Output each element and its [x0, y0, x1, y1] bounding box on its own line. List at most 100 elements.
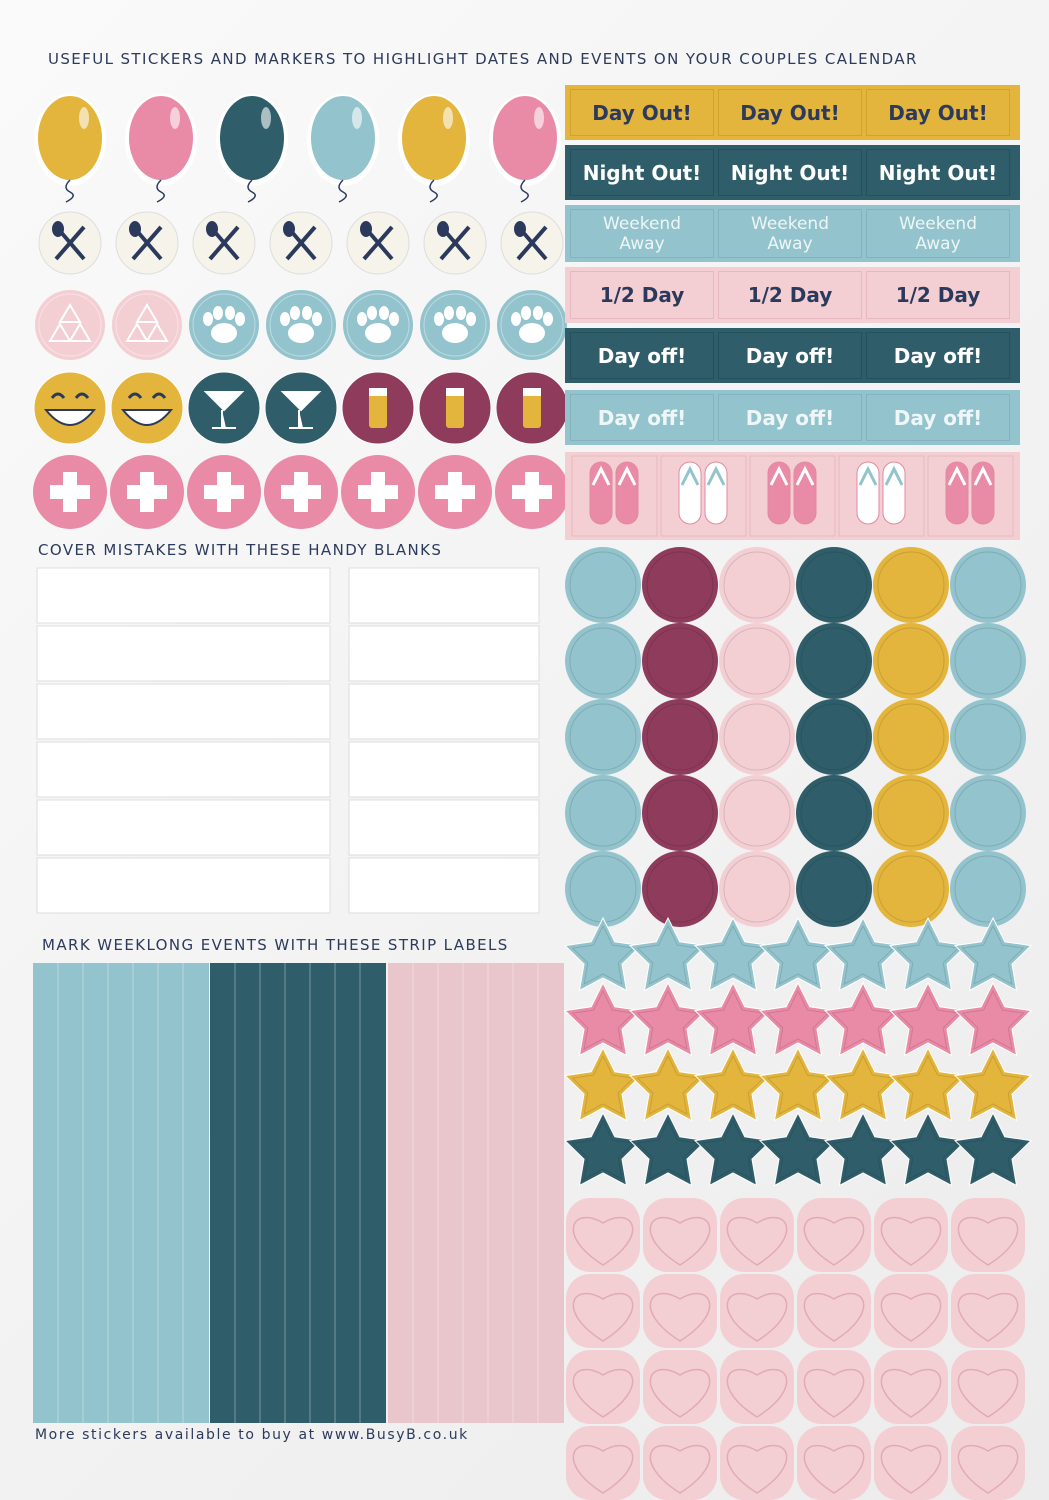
balloon-shine	[443, 107, 453, 129]
label-sticker: Day off!	[866, 394, 1010, 441]
dot-sticker	[719, 547, 795, 623]
heart-cell	[643, 1198, 717, 1272]
dot-ring	[800, 551, 868, 619]
dot-sticker	[796, 547, 872, 623]
label-text: 1/2 Day	[895, 283, 981, 307]
heart	[726, 1293, 788, 1342]
heart-cell	[874, 1274, 948, 1348]
star-sticker	[693, 981, 773, 1057]
blank-label	[36, 625, 331, 682]
star-sticker	[823, 1111, 903, 1187]
plus	[50, 472, 90, 512]
dot-ring	[569, 779, 637, 847]
paw	[365, 323, 391, 343]
heart-cell	[951, 1350, 1025, 1424]
label-sticker: 1/2 Day	[718, 271, 862, 319]
beer	[446, 388, 464, 428]
heart-cell	[566, 1426, 640, 1500]
blank-label	[36, 567, 331, 624]
label-sticker: Weekend Away	[718, 209, 862, 258]
heart-cell	[874, 1198, 948, 1272]
heart	[649, 1445, 711, 1494]
star-sticker	[888, 1111, 968, 1187]
dot-sticker	[642, 775, 718, 851]
flipflop-cell	[571, 455, 658, 537]
flipflop-cell	[838, 455, 925, 537]
heart-cell	[720, 1198, 794, 1272]
spoon	[437, 221, 449, 237]
dot-sticker	[642, 547, 718, 623]
dot-sticker	[642, 851, 718, 927]
dot-ring	[877, 627, 945, 695]
label-sticker: Day Out!	[718, 89, 862, 136]
star-sticker	[563, 1046, 643, 1122]
label-sticker: Night Out!	[866, 149, 1010, 196]
star-ring	[766, 924, 830, 985]
star-ring	[831, 1119, 895, 1180]
dot-sticker	[642, 699, 718, 775]
knife	[58, 229, 86, 261]
eyes	[127, 392, 167, 399]
dot-sticker	[873, 547, 949, 623]
heart	[726, 1217, 788, 1266]
star-sticker	[888, 981, 968, 1057]
heart-cell	[643, 1350, 717, 1424]
star-ring	[571, 924, 635, 985]
star-ring	[571, 1054, 635, 1115]
star-sticker	[628, 916, 708, 992]
flipflop-cell	[749, 455, 836, 537]
dot-sticker	[719, 623, 795, 699]
label-text: 1/2 Day	[599, 283, 685, 307]
star-ring	[636, 924, 700, 985]
label-text: Day Out!	[888, 100, 988, 125]
star-sticker	[628, 1046, 708, 1122]
blank-label	[348, 857, 540, 914]
dot-sticker	[796, 851, 872, 927]
heart-cell	[951, 1198, 1025, 1272]
label-sticker: Night Out!	[718, 149, 862, 196]
blank-label	[36, 799, 331, 856]
dot-ring	[954, 627, 1022, 695]
flipflop-strap	[591, 465, 611, 486]
star-sticker	[953, 1046, 1033, 1122]
star-ring	[701, 924, 765, 985]
dot-sticker	[565, 851, 641, 927]
label-sticker: 1/2 Day	[866, 271, 1010, 319]
dot-sticker	[796, 623, 872, 699]
star-ring	[571, 989, 635, 1050]
triangles	[48, 303, 92, 342]
heart-cell	[720, 1274, 794, 1348]
heart	[957, 1445, 1019, 1494]
blanks-heading: COVER MISTAKES WITH THESE HANDY BLANKS	[38, 541, 443, 559]
heart	[957, 1293, 1019, 1342]
dot-sticker	[873, 775, 949, 851]
dot-sticker	[950, 851, 1026, 927]
paw-toe	[225, 306, 235, 320]
sticker-ring	[192, 293, 256, 357]
label-sticker: Day Out!	[570, 89, 714, 136]
star-sticker	[563, 981, 643, 1057]
dot-ring	[723, 703, 791, 771]
label-text: 1/2 Day	[747, 283, 833, 307]
beer-foam	[446, 388, 464, 396]
eyes	[50, 392, 90, 399]
dot-ring	[800, 855, 868, 923]
balloon-string	[338, 179, 347, 203]
dot-ring	[723, 855, 791, 923]
dot-ring	[954, 703, 1022, 771]
dot-ring	[646, 551, 714, 619]
sticker-ring	[269, 293, 333, 357]
label-text: Day off!	[745, 343, 835, 368]
triangles	[125, 303, 169, 342]
dot-sticker	[565, 699, 641, 775]
balloon-shine	[352, 107, 362, 129]
label-sticker: Night Out!	[570, 149, 714, 196]
star-ring	[701, 1119, 765, 1180]
dot-ring	[877, 779, 945, 847]
flipflop-strap	[947, 465, 967, 486]
star-ring	[766, 1054, 830, 1115]
dot-ring	[954, 551, 1022, 619]
dot-sticker	[873, 851, 949, 927]
balloon-string	[156, 179, 165, 203]
blank-label	[36, 741, 331, 798]
